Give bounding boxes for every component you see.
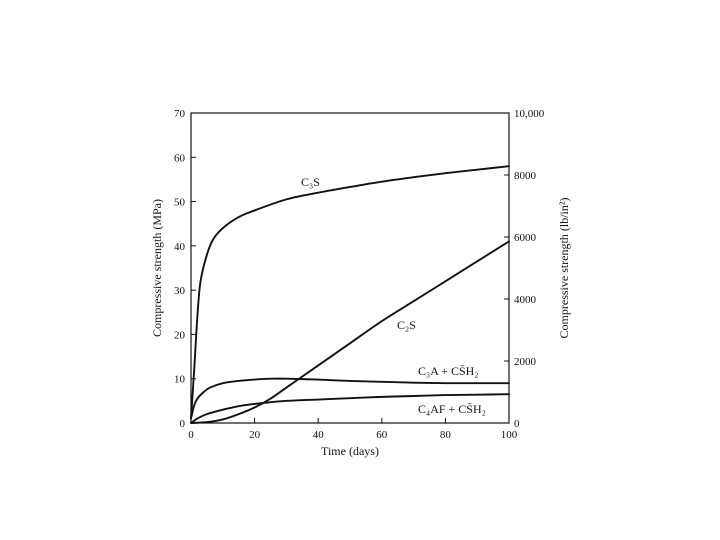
y2-tick-label: 10,000 (514, 108, 545, 120)
x-tick-label: 60 (376, 429, 388, 441)
y-axis-title: Compressive strength (MPa) (150, 199, 164, 337)
y2-tick-label: 8000 (514, 170, 537, 182)
y2-tick-label: 6000 (514, 232, 537, 244)
series-lines (190, 165, 510, 424)
x-tick-label: 20 (249, 429, 261, 441)
series-label-c3s: C₃S (301, 175, 320, 189)
y-axis-left: 0 10 20 30 40 50 60 70 (174, 108, 196, 430)
y-tick-label: 60 (174, 152, 186, 164)
y2-tick-label: 4000 (514, 294, 537, 306)
y2-tick-label: 0 (514, 418, 520, 430)
y-axis-right: 0 2000 4000 6000 8000 10,000 (504, 108, 545, 430)
y-tick-label: 70 (174, 108, 186, 120)
series-label-c4af: C₄AF + CS̄H₂ (418, 402, 486, 416)
x-axis: 0 20 40 60 80 100 (188, 418, 518, 441)
x-axis-title: Time (days) (321, 444, 379, 458)
x-tick-label: 0 (188, 429, 194, 441)
x-tick-label: 80 (440, 429, 452, 441)
x-tick-label: 100 (501, 429, 518, 441)
y-tick-label: 10 (174, 374, 186, 386)
y-tick-label: 0 (180, 418, 186, 430)
series-line-0 (190, 165, 510, 420)
y-tick-label: 20 (174, 329, 186, 341)
y-tick-label: 50 (174, 197, 186, 209)
series-line-1 (190, 240, 510, 424)
y2-tick-label: 2000 (514, 356, 537, 368)
series-label-c3a: C₃A + CS̄H₂ (418, 364, 479, 378)
series-label-c2s: C₂S (397, 318, 416, 332)
plot-frame (190, 112, 510, 424)
y-tick-label: 30 (174, 285, 186, 297)
y2-axis-title: Compressive strength (lb/in²) (557, 198, 571, 339)
x-tick-label: 40 (313, 429, 325, 441)
y-tick-label: 40 (174, 241, 186, 253)
series-line-2 (190, 377, 510, 420)
series-line-3 (190, 393, 510, 424)
